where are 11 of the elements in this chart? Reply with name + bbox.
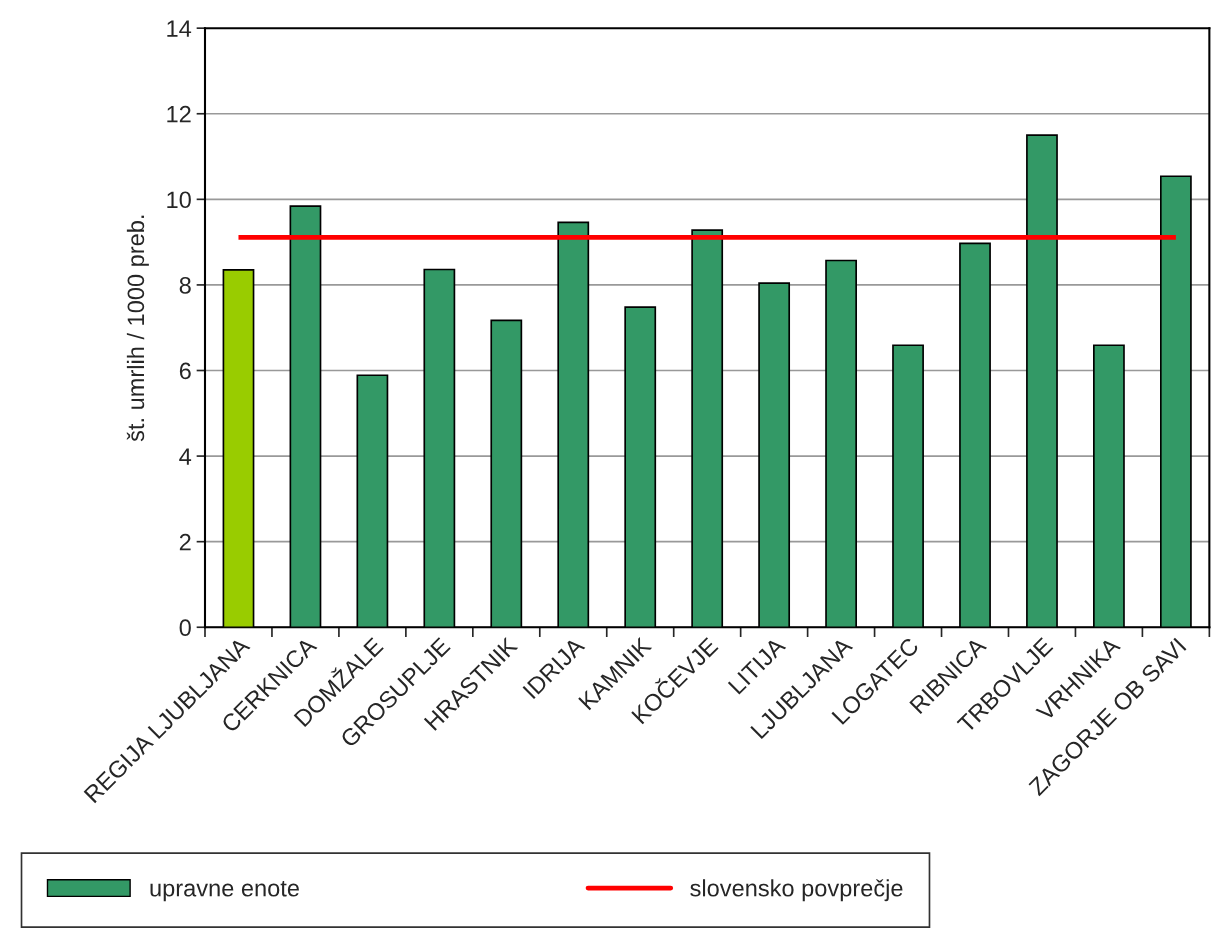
y-tick-label: 12	[167, 105, 191, 123]
y-tick-label: 10	[167, 191, 191, 209]
y-tick-label: 6	[179, 362, 191, 380]
y-tick-label: 0	[179, 619, 191, 637]
y-axis-title: št. umrlih / 1000 preb.	[126, 215, 149, 442]
legend-label: slovensko povprečje	[690, 879, 903, 902]
legend-label: upravne enote	[150, 881, 299, 902]
y-tick-label: 8	[179, 276, 191, 294]
y-tick-label: 4	[179, 448, 192, 465]
y-tick-label: 2	[179, 533, 191, 551]
y-tick-label: 14	[167, 20, 192, 37]
